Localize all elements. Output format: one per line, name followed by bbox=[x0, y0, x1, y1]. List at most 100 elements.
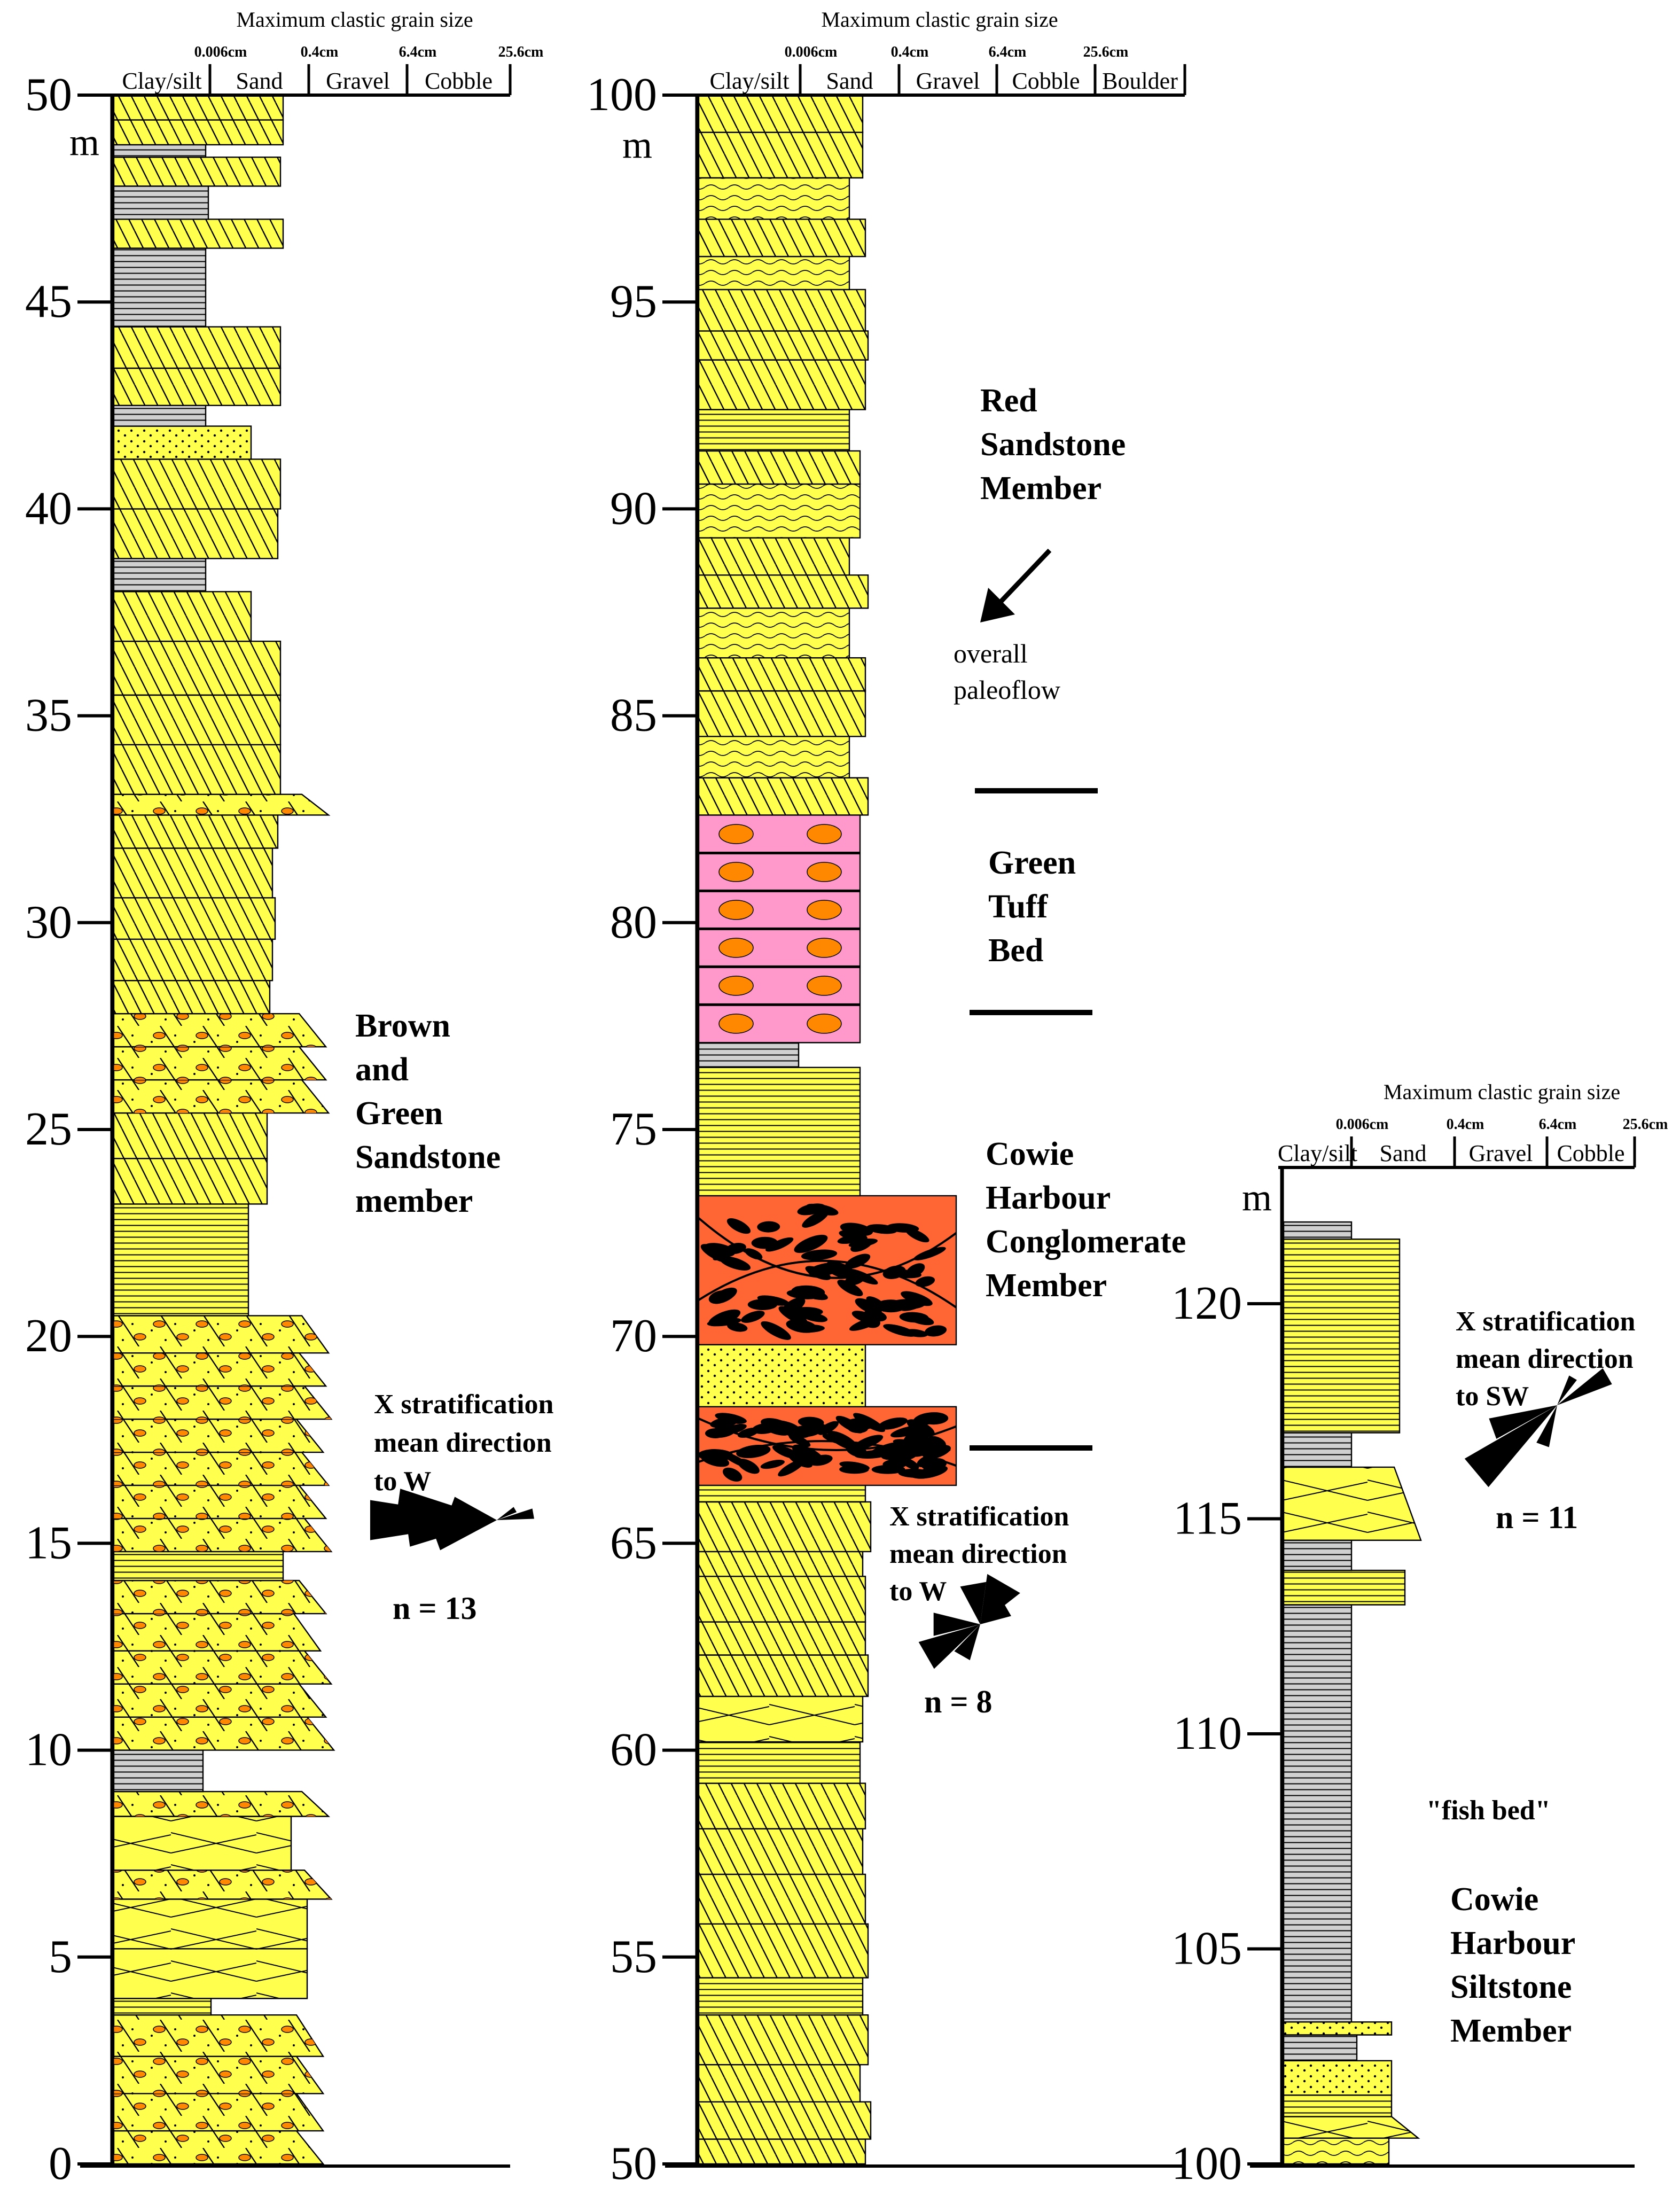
depth-tick-label: 15 bbox=[25, 1517, 72, 1569]
bed-texture bbox=[699, 1977, 863, 2015]
clast bbox=[905, 1263, 925, 1278]
bed-texture bbox=[699, 1874, 865, 1924]
grain-boundary-label: 0.4cm bbox=[891, 44, 929, 60]
bed-texture bbox=[114, 1870, 331, 1899]
fish-bed-label: "fish bed" bbox=[1426, 1795, 1551, 1826]
bed-texture bbox=[699, 2015, 868, 2065]
tuff-nodule bbox=[718, 938, 754, 958]
clast bbox=[786, 1289, 821, 1299]
bed-texture bbox=[114, 744, 280, 795]
clast bbox=[864, 1309, 887, 1322]
clast bbox=[747, 1299, 778, 1311]
rose-diagram-col2 bbox=[918, 1574, 1020, 1669]
bed-texture bbox=[114, 1014, 326, 1047]
rose-diagram-col3 bbox=[1464, 1368, 1612, 1488]
tuff-nodule bbox=[718, 900, 754, 920]
member-label-red-sandstone: Red bbox=[980, 383, 1037, 419]
bed-texture bbox=[114, 1386, 331, 1420]
tuff-nodule bbox=[718, 862, 754, 882]
clast bbox=[802, 1210, 829, 1228]
grain-class-label: Gravel bbox=[916, 68, 980, 94]
bed-texture bbox=[114, 1204, 248, 1316]
grain-boundary-label: 0.006cm bbox=[785, 44, 838, 60]
bed-texture bbox=[114, 815, 278, 848]
bed-texture bbox=[114, 95, 283, 120]
bed-texture bbox=[114, 157, 280, 186]
bed-texture bbox=[699, 177, 849, 220]
clast bbox=[889, 1299, 925, 1310]
bed-texture bbox=[114, 2093, 323, 2131]
depth-tick-label: 85 bbox=[610, 690, 657, 742]
grain-boundary-label: 0.4cm bbox=[301, 44, 339, 60]
member-label-cowie-siltstone: Harbour bbox=[1450, 1925, 1575, 1961]
bed-texture bbox=[1284, 2035, 1357, 2061]
clast bbox=[802, 1422, 821, 1436]
bed-texture bbox=[114, 1650, 331, 1684]
grain-class-label: Gravel bbox=[326, 68, 390, 94]
bed-texture bbox=[114, 1551, 283, 1581]
depth-tick-label: 20 bbox=[25, 1310, 72, 1362]
grain-class-label: Cobble bbox=[1557, 1140, 1624, 1166]
clast bbox=[727, 1322, 748, 1332]
grain-class-label: Sand bbox=[236, 68, 283, 94]
bed-texture bbox=[699, 658, 865, 691]
bed-texture bbox=[699, 575, 868, 609]
tuff-nodule bbox=[807, 900, 842, 920]
grain-class-label: Sand bbox=[826, 68, 873, 94]
depth-tick-label: 75 bbox=[610, 1103, 657, 1155]
xstrat-label-col3: to SW bbox=[1456, 1381, 1529, 1412]
labels: m m m Brown and Green Sandstone member Red Sandst… bbox=[69, 121, 1636, 2049]
clast bbox=[737, 1459, 760, 1474]
clast bbox=[715, 1413, 747, 1424]
bed-texture bbox=[114, 1614, 321, 1651]
bed-texture bbox=[699, 538, 849, 575]
clast bbox=[898, 1468, 932, 1478]
bed-texture bbox=[114, 1792, 329, 1817]
clast bbox=[848, 1239, 878, 1248]
bed-texture bbox=[114, 1485, 326, 1518]
clast bbox=[700, 1453, 730, 1467]
rose-petal bbox=[449, 1497, 497, 1520]
clast bbox=[708, 1290, 731, 1304]
bed-texture bbox=[699, 1042, 799, 1068]
bed-texture bbox=[699, 409, 849, 451]
bed-texture bbox=[699, 1485, 865, 1502]
bed-texture bbox=[699, 2139, 865, 2164]
member-label-brown-green: member bbox=[355, 1183, 473, 1219]
depth-tick-label: 60 bbox=[610, 1724, 657, 1776]
tuff-nodule bbox=[807, 938, 842, 958]
depth-tick-label: 70 bbox=[610, 1310, 657, 1362]
grain-class-label: Clay/silt bbox=[1278, 1140, 1357, 1166]
grain-class-label: Gravel bbox=[1469, 1140, 1533, 1166]
paleoflow-arrow-shaft bbox=[994, 548, 1052, 609]
bed-texture bbox=[114, 1717, 334, 1750]
bed-texture bbox=[1284, 2116, 1418, 2138]
trough-cross-bed bbox=[698, 1217, 957, 1279]
bed-texture bbox=[114, 1047, 326, 1080]
clast bbox=[757, 1221, 780, 1233]
bed-texture bbox=[1284, 1605, 1351, 2022]
rose-petal bbox=[980, 1574, 1020, 1624]
rose-petal bbox=[918, 1624, 980, 1669]
bed-texture bbox=[699, 777, 868, 815]
clast bbox=[902, 1423, 924, 1436]
depth-tick-label: 100 bbox=[1171, 2138, 1242, 2190]
bed-texture bbox=[699, 1501, 871, 1552]
bed-texture bbox=[114, 1518, 331, 1552]
tuff-nodule bbox=[718, 976, 754, 996]
bed-texture bbox=[114, 558, 206, 592]
bed-texture bbox=[114, 368, 280, 406]
bed-texture bbox=[699, 1622, 865, 1655]
bed-texture bbox=[114, 1949, 307, 1999]
bed-texture bbox=[114, 248, 206, 327]
rose-diagrams bbox=[370, 1368, 1612, 1669]
bed-texture bbox=[699, 736, 849, 778]
xstrat-label-col2: mean direction bbox=[889, 1539, 1067, 1569]
grain-boundary-label: 6.4cm bbox=[989, 44, 1027, 60]
bed-texture bbox=[699, 1344, 865, 1407]
clast bbox=[853, 1413, 885, 1432]
member-label-brown-green: Green bbox=[355, 1095, 443, 1132]
bed-texture bbox=[114, 405, 206, 426]
paleoflow-label: paleoflow bbox=[954, 675, 1060, 705]
